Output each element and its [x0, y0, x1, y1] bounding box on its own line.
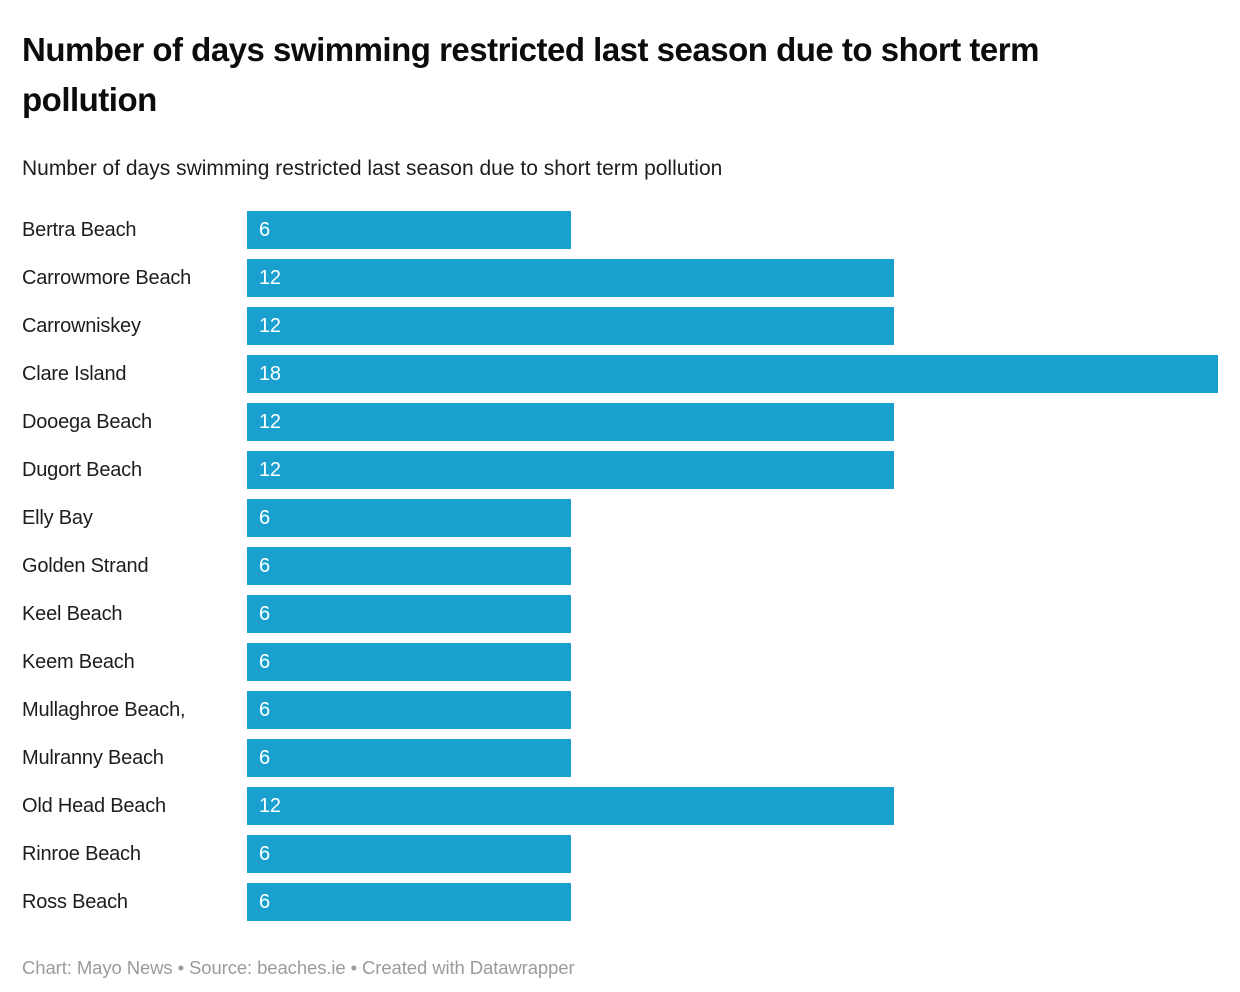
bar-track: 12 — [247, 787, 1218, 825]
value-label: 6 — [259, 746, 270, 769]
bar: 12 — [247, 451, 895, 489]
bar-row: Dooega Beach 12 — [22, 398, 1218, 446]
bar-row: Keel Beach 6 — [22, 590, 1218, 638]
bar-row: Mulranny Beach 6 — [22, 734, 1218, 782]
bar-track: 6 — [247, 595, 1218, 633]
bar: 6 — [247, 835, 571, 873]
bar: 12 — [247, 259, 895, 297]
value-label: 12 — [259, 314, 281, 337]
category-label: Dooega Beach — [22, 410, 152, 433]
category-label: Dugort Beach — [22, 458, 142, 481]
bar-row: Bertra Beach 6 — [22, 206, 1218, 254]
bar-row: Carrowniskey 12 — [22, 302, 1218, 350]
bar: 6 — [247, 739, 571, 777]
bar-track: 12 — [247, 307, 1218, 345]
bar: 12 — [247, 307, 895, 345]
bar: 6 — [247, 691, 571, 729]
category-label: Old Head Beach — [22, 794, 166, 817]
bar: 6 — [247, 211, 571, 249]
bar-track: 6 — [247, 883, 1218, 921]
value-label: 6 — [259, 602, 270, 625]
bar-track: 6 — [247, 643, 1218, 681]
chart-footer-attribution: Chart: Mayo News • Source: beaches.ie • … — [22, 957, 575, 978]
bar-track: 6 — [247, 499, 1218, 537]
value-label: 12 — [259, 410, 281, 433]
category-label: Ross Beach — [22, 890, 128, 913]
category-label: Carrowmore Beach — [22, 266, 192, 289]
bar-row: Old Head Beach 12 — [22, 782, 1218, 830]
category-label: Mulranny Beach — [22, 746, 164, 769]
value-label: 12 — [259, 266, 281, 289]
category-label: Mullaghroe Beach, — [22, 698, 186, 721]
bar: 12 — [247, 787, 895, 825]
bar-row: Ross Beach 6 — [22, 878, 1218, 926]
value-label: 18 — [259, 362, 281, 385]
bar-row: Carrowmore Beach 12 — [22, 254, 1218, 302]
bar: 6 — [247, 883, 571, 921]
value-label: 6 — [259, 842, 270, 865]
category-label: Elly Bay — [22, 506, 93, 529]
value-label: 12 — [259, 458, 281, 481]
bar-track: 6 — [247, 739, 1218, 777]
bar: 12 — [247, 403, 895, 441]
category-label: Keel Beach — [22, 602, 123, 625]
bar-row: Mullaghroe Beach, 6 — [22, 686, 1218, 734]
bar-row: Rinroe Beach 6 — [22, 830, 1218, 878]
category-label: Golden Strand — [22, 554, 149, 577]
category-label: Carrowniskey — [22, 314, 141, 337]
bar-row: Keem Beach 6 — [22, 638, 1218, 686]
category-label: Clare Island — [22, 362, 127, 385]
value-label: 6 — [259, 698, 270, 721]
chart-title: Number of days swimming restricted last … — [22, 31, 1039, 118]
bar-chart: Bertra Beach 6 Carrowmore Beach 12 Carrownis… — [22, 206, 1218, 926]
value-label: 12 — [259, 794, 281, 817]
chart-subtitle: Number of days swimming restricted last … — [22, 157, 723, 180]
bar-track: 12 — [247, 259, 1218, 297]
value-label: 6 — [259, 650, 270, 673]
bar-row: Golden Strand 6 — [22, 542, 1218, 590]
bar-track: 6 — [247, 691, 1218, 729]
bar-track: 18 — [247, 355, 1218, 393]
bar: 6 — [247, 499, 571, 537]
bar: 6 — [247, 643, 571, 681]
category-label: Rinroe Beach — [22, 842, 141, 865]
category-label: Bertra Beach — [22, 218, 137, 241]
bar-track: 6 — [247, 547, 1218, 585]
bar: 6 — [247, 595, 571, 633]
value-label: 6 — [259, 218, 270, 241]
bar-row: Elly Bay 6 — [22, 494, 1218, 542]
category-label: Keem Beach — [22, 650, 135, 673]
bar-row: Dugort Beach 12 — [22, 446, 1218, 494]
bar: 6 — [247, 547, 571, 585]
bar: 18 — [247, 355, 1218, 393]
bar-track: 12 — [247, 451, 1218, 489]
bar-track: 12 — [247, 403, 1218, 441]
value-label: 6 — [259, 890, 270, 913]
bar-track: 6 — [247, 835, 1218, 873]
bar-track: 6 — [247, 211, 1218, 249]
value-label: 6 — [259, 554, 270, 577]
bar-row: Clare Island 18 — [22, 350, 1218, 398]
value-label: 6 — [259, 506, 270, 529]
